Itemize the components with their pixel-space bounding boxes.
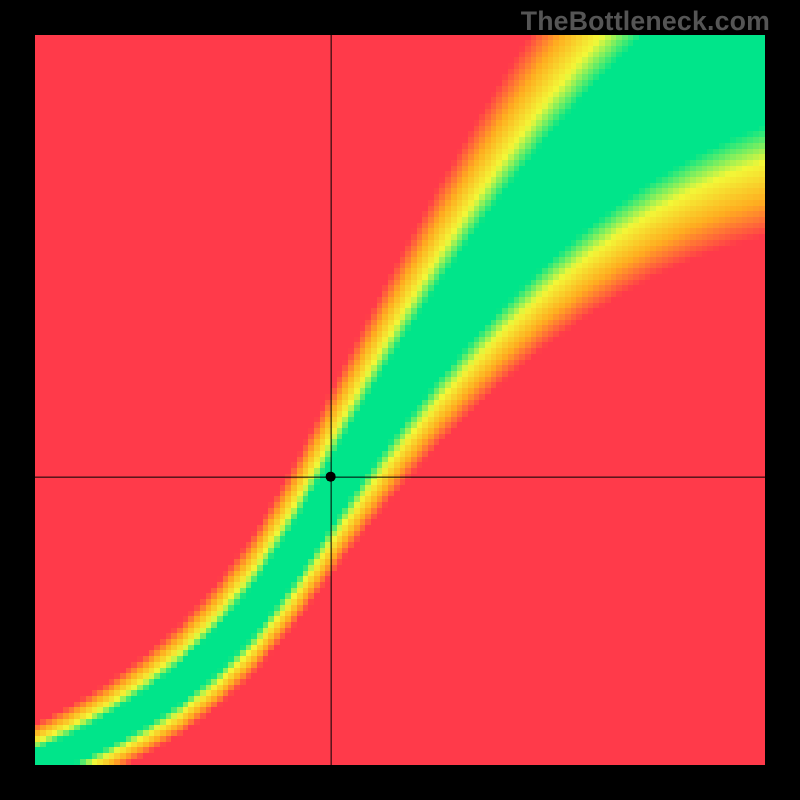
bottleneck-heatmap <box>35 35 765 765</box>
stage: TheBottleneck.com <box>0 0 800 800</box>
watermark-text: TheBottleneck.com <box>521 6 770 37</box>
